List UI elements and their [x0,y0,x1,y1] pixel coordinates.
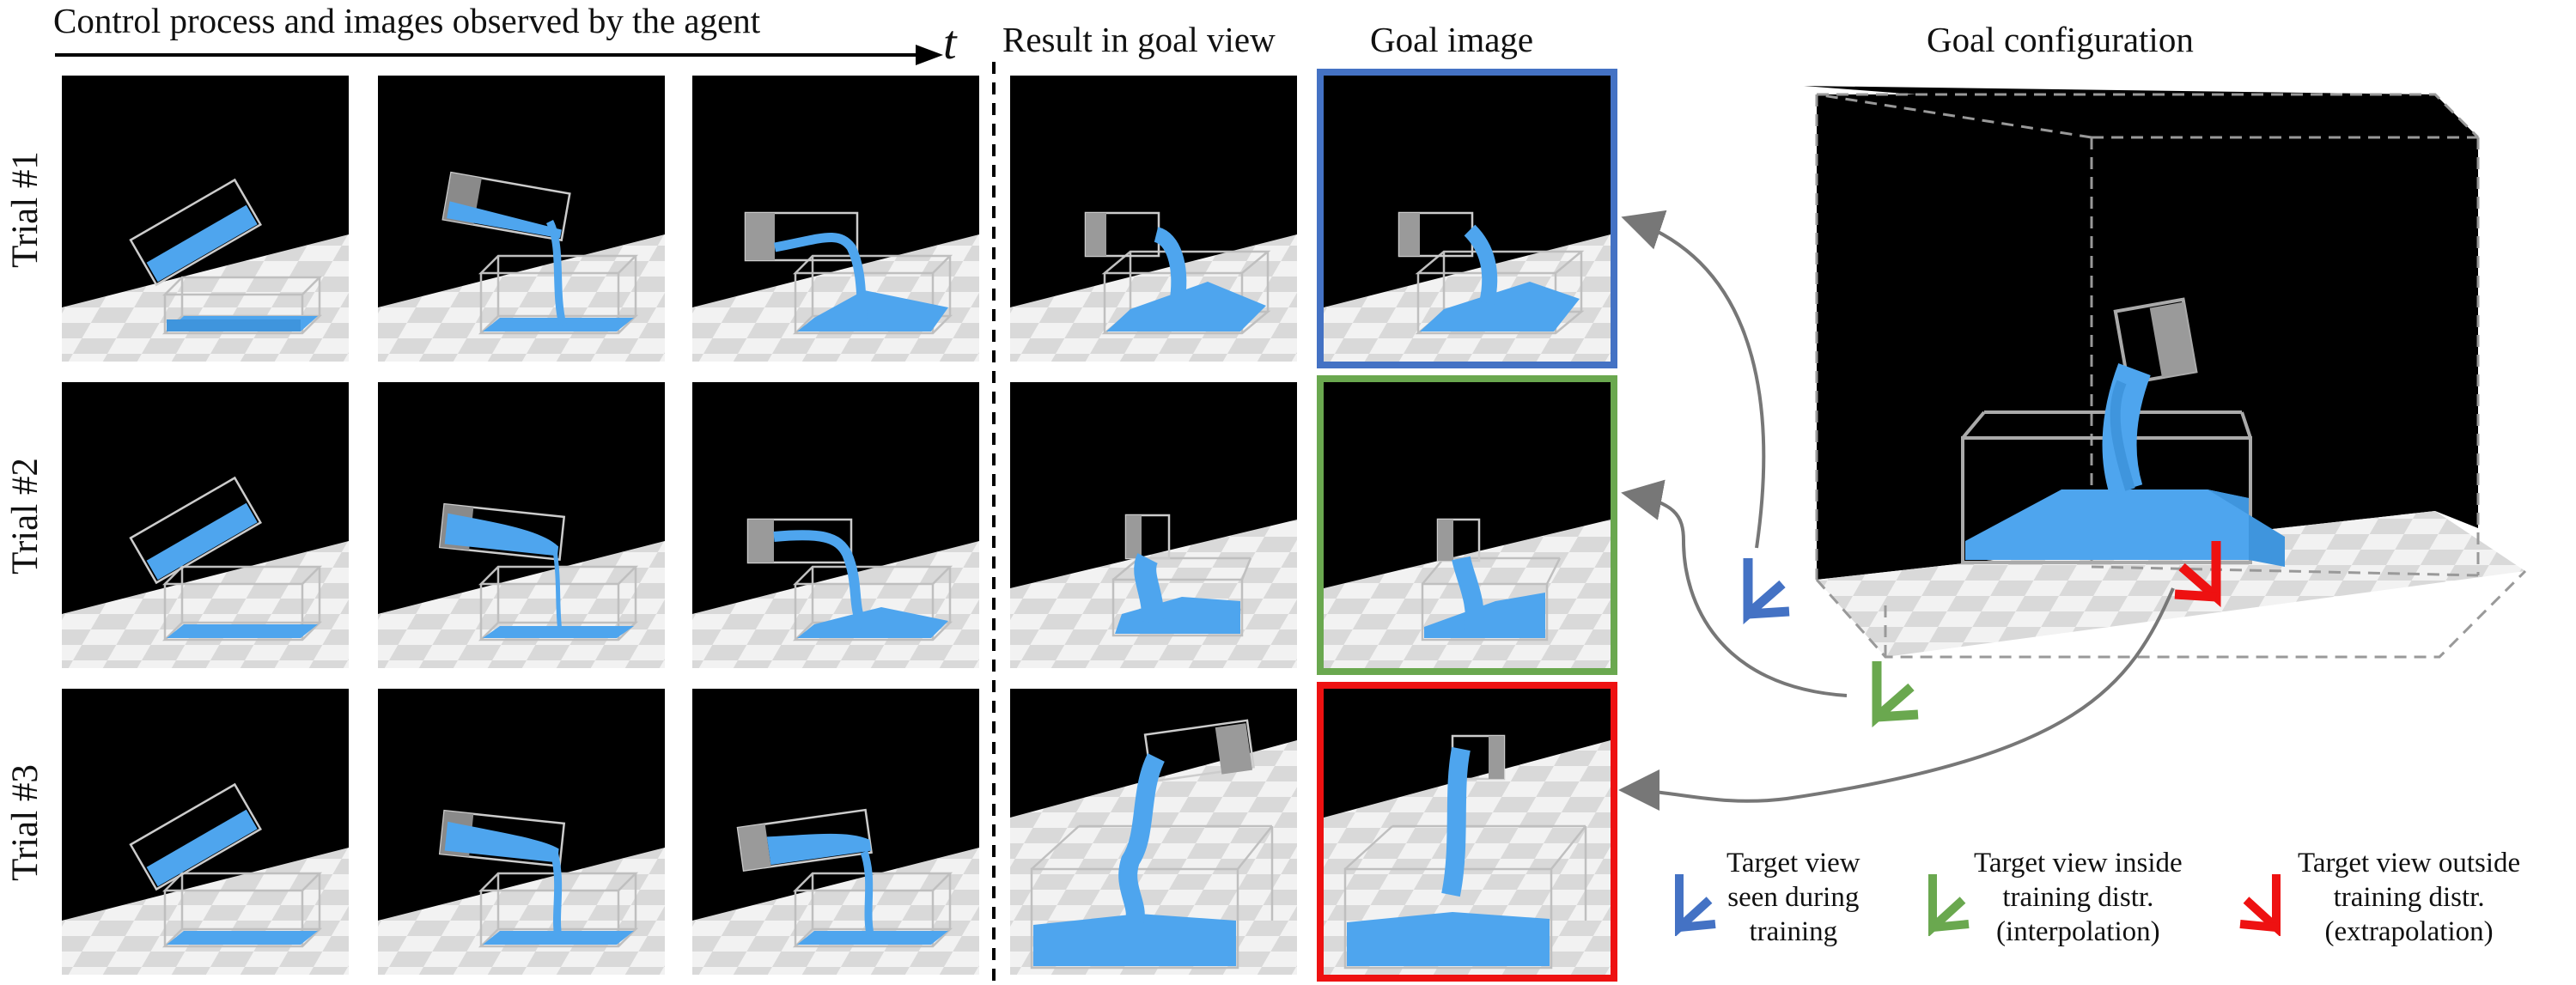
legend-green-camera-icon [1928,874,1970,936]
trial-3-goal-image [1324,689,1611,975]
trial-2-goal-frame [1317,375,1617,675]
trial-3-frame-1 [62,689,349,975]
blue-camera-icon [1743,558,1790,625]
trial-3-frame-2 [378,689,665,975]
goal-configuration-scene [1804,86,2527,659]
trial-2-goal-image [1324,382,1611,668]
trial-1-goal-image [1324,76,1611,362]
time-symbol: t [943,16,957,70]
red-camera-icon [2174,541,2221,608]
trial-1-frame-1 [62,76,349,362]
legend-green-text: Target view inside training distr. (inte… [1974,848,2183,947]
process-header: Control process and images observed by t… [53,1,761,40]
trial-2-frame-1 [62,382,349,668]
trial-1-label: Trial #1 [5,151,46,268]
green-camera-icon [1872,661,1919,728]
trial-3-goal-frame [1317,682,1617,982]
legend-blue-camera-icon [1675,874,1716,936]
trial-3-frame-3 [692,689,979,975]
trial-1-goal-frame [1317,69,1617,368]
legend-red-camera-icon [2239,874,2281,936]
separator-line [992,62,996,985]
legend-red-text: Target view outside training distr. (ext… [2298,848,2521,947]
trial-2-label: Trial #2 [5,458,46,575]
trial-1-frame-2 [378,76,665,362]
trial-1-result [1010,76,1297,362]
trial-2-frame-2 [378,382,665,668]
goal-image-header: Goal image [1370,20,1534,59]
trial-3-label: Trial #3 [5,764,46,881]
goal-config-header: Goal configuration [1927,20,2194,59]
view-arrows [1618,210,2175,812]
trial-2-result [1010,382,1297,668]
trial-1-frame-3 [692,76,979,362]
legend-blue-text: Target view seen during training [1726,848,1860,947]
time-arrow [55,45,943,65]
result-header: Result in goal view [1002,20,1276,59]
trial-2-frame-3 [692,382,979,668]
trial-3-result [1010,689,1297,975]
